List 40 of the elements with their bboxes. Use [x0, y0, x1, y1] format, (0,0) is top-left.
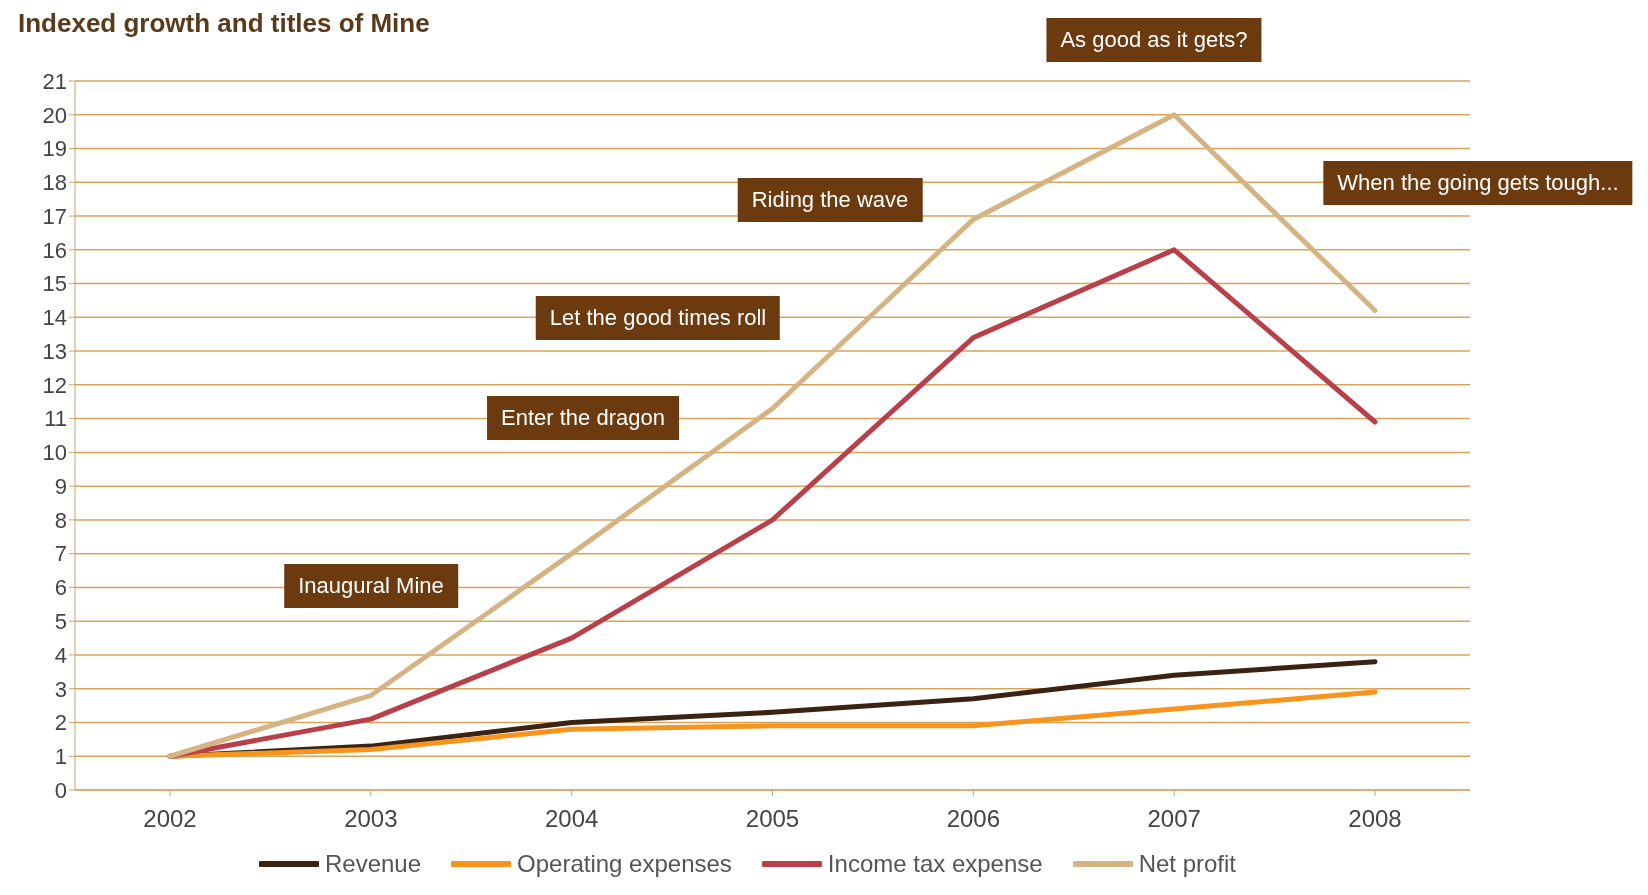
y-tick-label: 17 [42, 203, 67, 229]
x-tick-label: 2002 [143, 805, 197, 833]
y-tick-label: 11 [44, 406, 67, 432]
legend-label: Net profit [1138, 850, 1237, 878]
y-tick-label: 19 [42, 136, 67, 162]
x-tick-label: 2005 [745, 805, 800, 833]
y-tick-label: 21 [42, 68, 67, 94]
y-tick-label: 3 [54, 676, 67, 702]
y-tick-label: 1 [54, 744, 67, 770]
y-tick-label: 7 [54, 541, 67, 567]
text: As good as it gets? [1046, 18, 1262, 62]
y-tick-label: 0 [54, 777, 67, 803]
annotation: When the going gets tough... [1323, 161, 1633, 205]
x-tick-label: 2007 [1147, 805, 1201, 833]
y-tick-label: 18 [42, 170, 67, 196]
legend-label: Operating expenses [517, 850, 732, 878]
x-tick-label: 2006 [946, 805, 1001, 833]
annotation: Riding the wave [737, 178, 923, 222]
x-tick-label: 2003 [344, 805, 398, 833]
y-tick-label: 13 [42, 338, 67, 364]
y-tick-label: 4 [54, 642, 67, 668]
y-tick-label: 15 [42, 271, 67, 297]
legend-label: Income tax expense [827, 850, 1043, 878]
y-tick-label: 2 [54, 710, 67, 736]
x-tick-label: 2008 [1348, 805, 1402, 833]
y-tick-label: 6 [54, 575, 67, 601]
chart-title: Indexed growth and titles of Mine [18, 8, 430, 39]
y-tick-label: 20 [42, 102, 67, 128]
annotation: Inaugural Mine [284, 564, 458, 608]
y-tick-label: 12 [42, 372, 67, 398]
annotation: Enter the dragon [487, 396, 679, 440]
y-tick-label: 16 [42, 237, 67, 263]
x-tick-label: 2004 [544, 805, 599, 833]
y-tick-label: 8 [54, 507, 67, 533]
legend-label: Revenue [324, 850, 422, 878]
y-tick-label: 14 [42, 305, 67, 331]
y-tick-label: 10 [42, 440, 67, 466]
y-tick-label: 5 [54, 609, 67, 634]
y-tick-label: 9 [54, 473, 67, 499]
annotation: Let the good times roll [535, 296, 781, 340]
